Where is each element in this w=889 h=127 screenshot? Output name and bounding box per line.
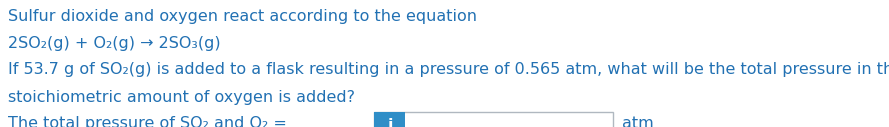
FancyBboxPatch shape (374, 112, 613, 127)
Text: The total pressure of SO₂ and O₂ =: The total pressure of SO₂ and O₂ = (8, 116, 292, 127)
Text: Sulfur dioxide and oxygen react according to the equation: Sulfur dioxide and oxygen react accordin… (8, 9, 477, 24)
Text: stoichiometric amount of oxygen is added?: stoichiometric amount of oxygen is added… (8, 90, 355, 105)
Text: atm: atm (622, 116, 653, 127)
FancyBboxPatch shape (374, 112, 405, 127)
Text: i: i (388, 118, 393, 127)
Text: 2SO₂(g) + O₂(g) → 2SO₃(g): 2SO₂(g) + O₂(g) → 2SO₃(g) (8, 36, 220, 51)
Text: If 53.7 g of SO₂(g) is added to a flask resulting in a pressure of 0.565 atm, wh: If 53.7 g of SO₂(g) is added to a flask … (8, 62, 889, 77)
